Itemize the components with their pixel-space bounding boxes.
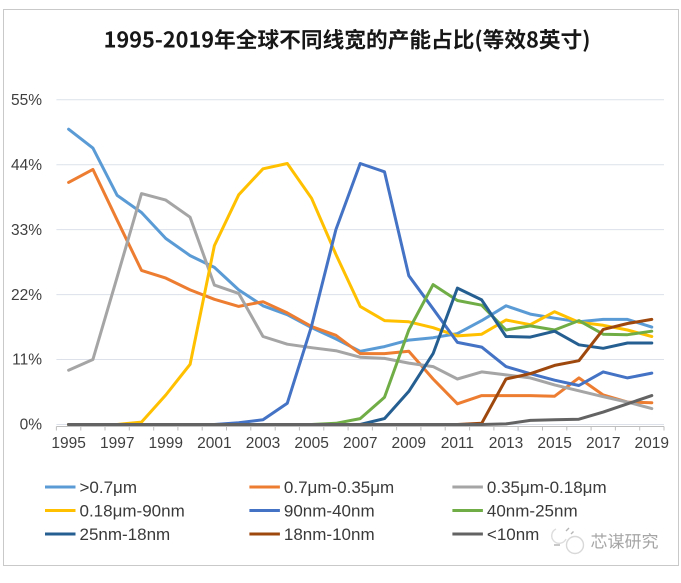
svg-text:11%: 11% bbox=[12, 352, 42, 369]
svg-text:90nm-40nm: 90nm-40nm bbox=[284, 501, 375, 520]
svg-text:0%: 0% bbox=[20, 417, 43, 434]
svg-text:1995: 1995 bbox=[51, 435, 85, 452]
svg-text:2015: 2015 bbox=[537, 435, 571, 452]
svg-text:2007: 2007 bbox=[343, 435, 377, 452]
svg-text:18nm-10nm: 18nm-10nm bbox=[284, 525, 375, 544]
svg-text:44%: 44% bbox=[11, 157, 42, 174]
svg-text:1999: 1999 bbox=[149, 435, 183, 452]
svg-text:2003: 2003 bbox=[246, 435, 280, 452]
svg-text:33%: 33% bbox=[11, 222, 42, 239]
svg-text:2009: 2009 bbox=[392, 435, 426, 452]
svg-text:0.7μm-0.35μm: 0.7μm-0.35μm bbox=[284, 478, 394, 497]
svg-text:25nm-18nm: 25nm-18nm bbox=[80, 525, 171, 544]
svg-text:1997: 1997 bbox=[100, 435, 134, 452]
svg-text:2017: 2017 bbox=[586, 435, 620, 452]
svg-text:2011: 2011 bbox=[441, 435, 474, 452]
svg-text:0.35μm-0.18μm: 0.35μm-0.18μm bbox=[487, 478, 607, 497]
svg-text:2001: 2001 bbox=[197, 435, 231, 452]
svg-text:22%: 22% bbox=[11, 287, 42, 304]
svg-text:2019: 2019 bbox=[635, 435, 669, 452]
svg-text:55%: 55% bbox=[11, 92, 42, 109]
svg-text:<10nm: <10nm bbox=[487, 525, 539, 544]
svg-text:>0.7μm: >0.7μm bbox=[80, 478, 138, 497]
svg-text:2013: 2013 bbox=[489, 435, 523, 452]
svg-text:2005: 2005 bbox=[294, 435, 328, 452]
svg-text:40nm-25nm: 40nm-25nm bbox=[487, 501, 578, 520]
svg-text:0.18μm-90nm: 0.18μm-90nm bbox=[80, 501, 185, 520]
